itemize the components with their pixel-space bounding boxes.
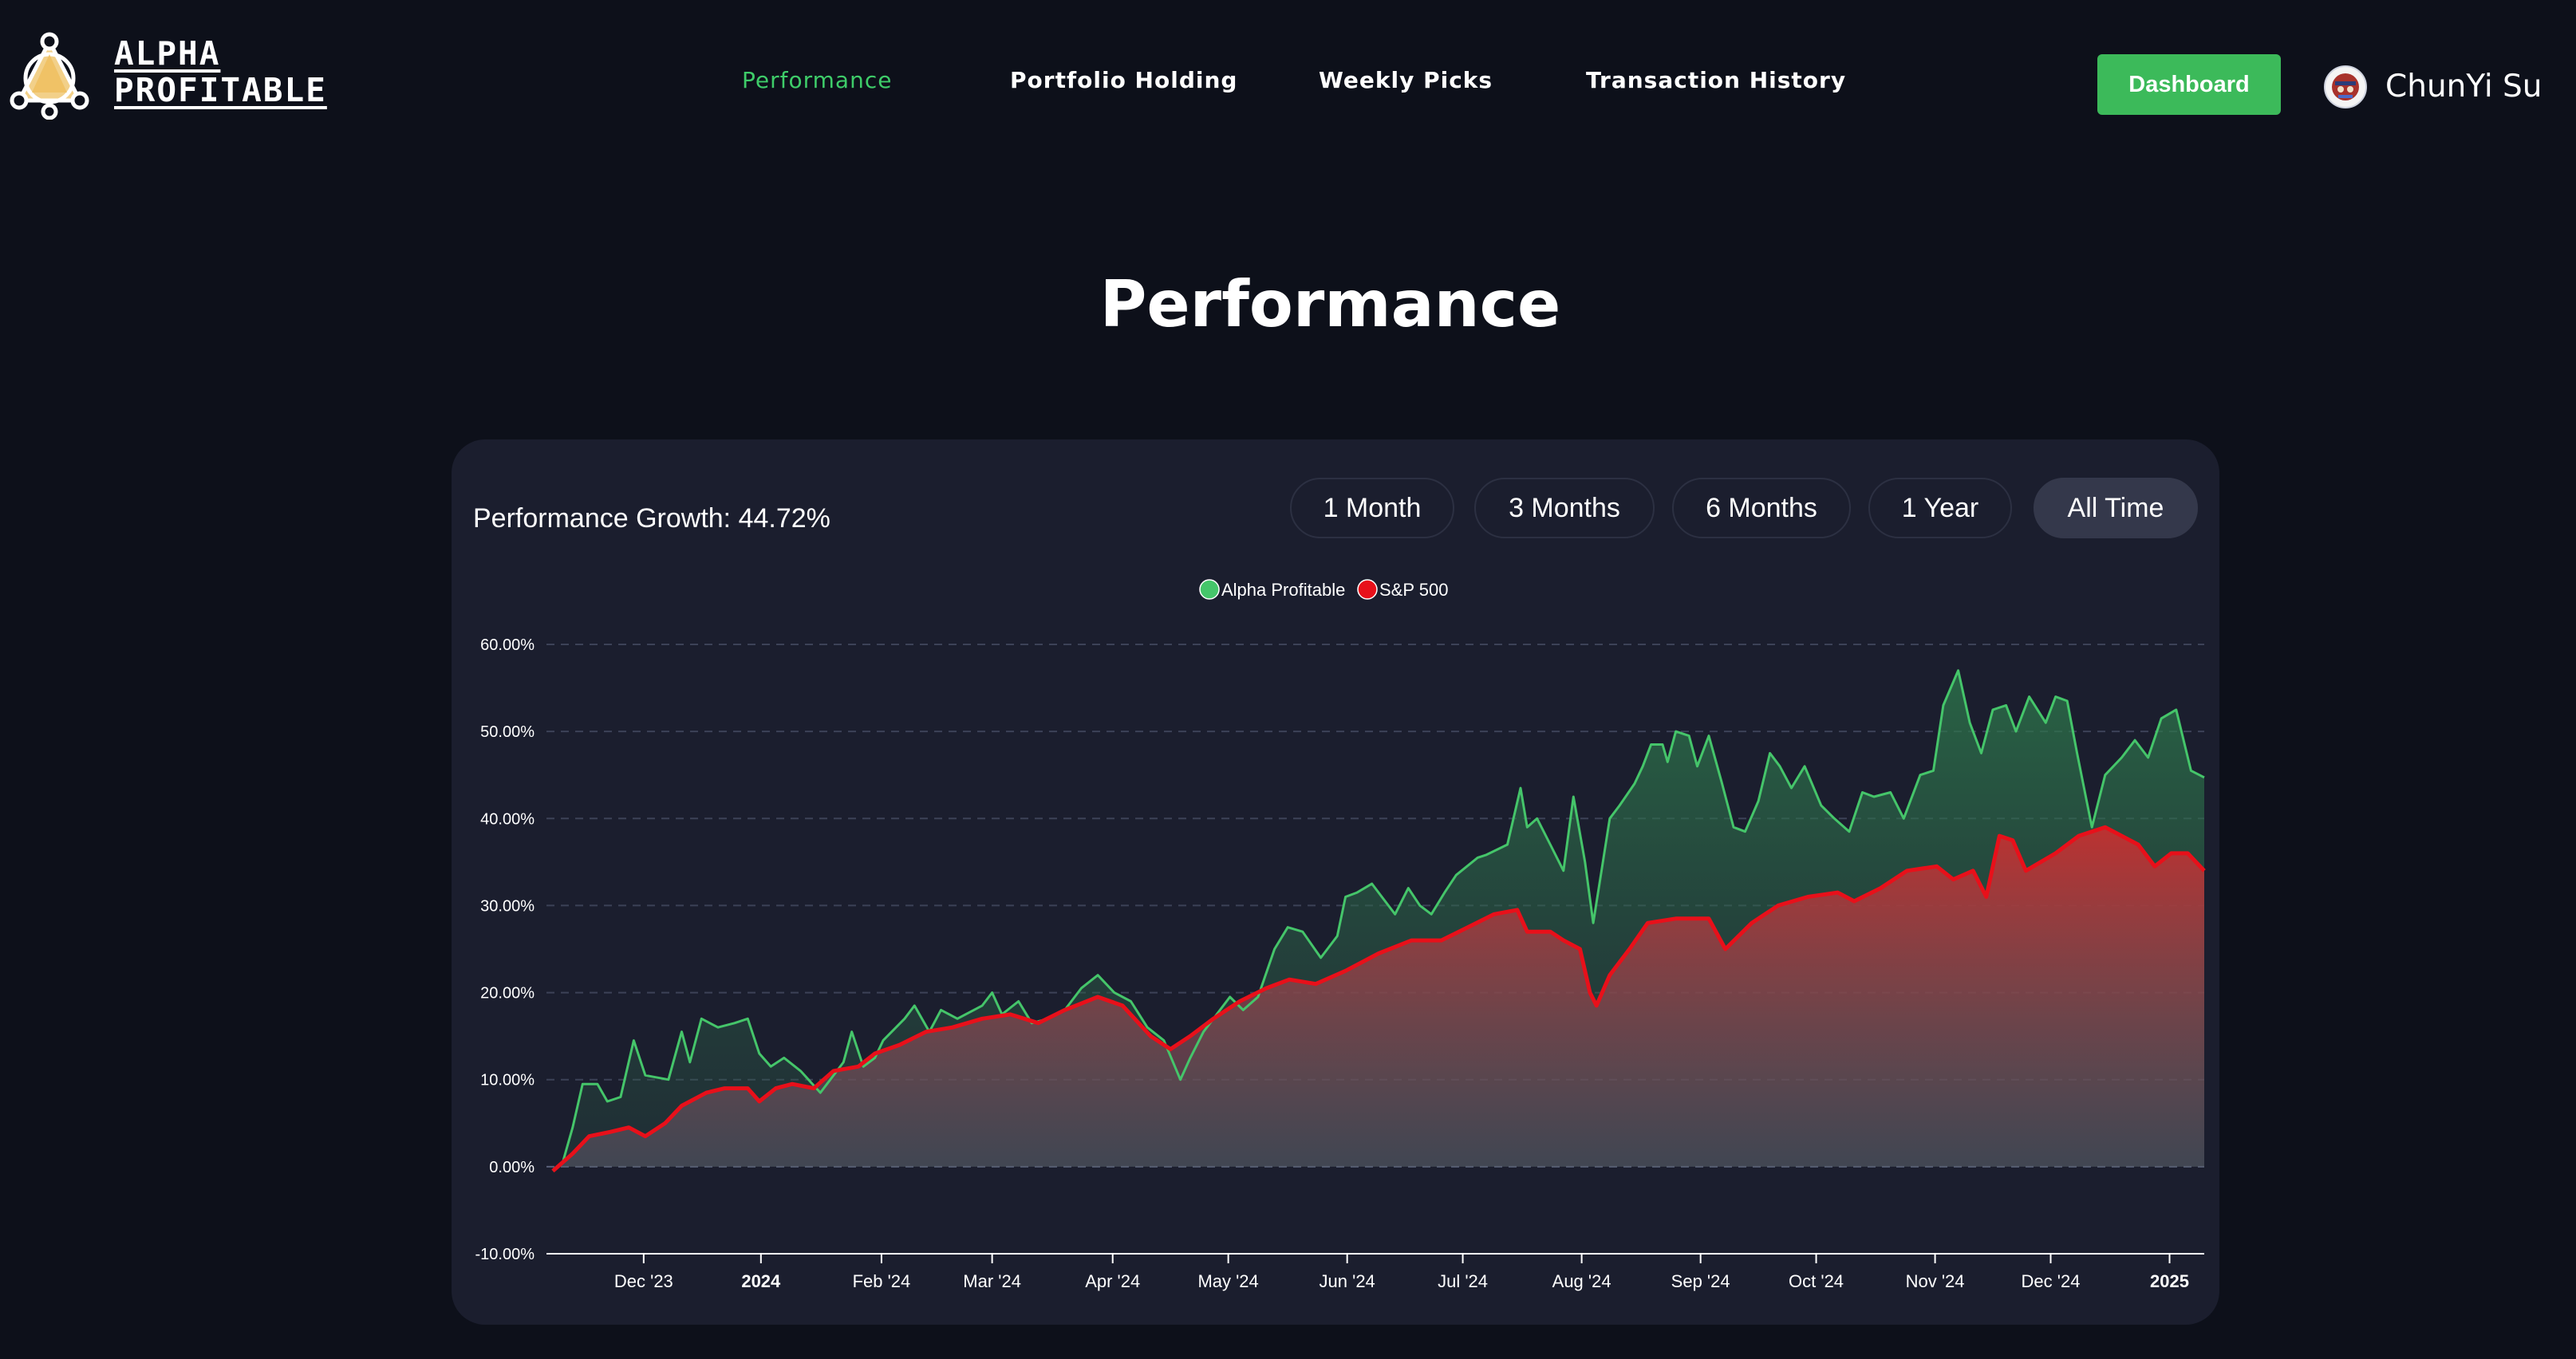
y-tick-label: 60.00% (480, 636, 535, 654)
legend-item[interactable]: S&P 500 (1357, 579, 1448, 600)
x-tick-label: Nov '24 (1906, 1271, 1965, 1291)
performance-card: Performance Growth: 44.72% 1 Month 3 Mon… (452, 439, 2219, 1325)
x-tick-label: Jun '24 (1320, 1271, 1375, 1291)
y-axis: 60.00% 50.00% 40.00% 30.00% 20.00% 10.00% 0.00… (475, 636, 535, 1263)
x-tick-label: May '24 (1197, 1271, 1258, 1291)
x-tick-label: Apr '24 (1085, 1271, 1140, 1291)
legend-swatch (1357, 579, 1378, 600)
brand-name[interactable]: ALPHA PROFITABLE (114, 35, 327, 108)
y-tick-label: 20.00% (480, 985, 535, 1003)
range-3-months-button[interactable]: 3 Months (1474, 478, 1655, 538)
navbar: ALPHA PROFITABLE Performance Portfolio H… (0, 0, 2576, 167)
nav-link-transaction-history[interactable]: Transaction History (1586, 67, 1847, 93)
page-title: Performance (1099, 267, 1561, 341)
range-1-month-button[interactable]: 1 Month (1290, 478, 1454, 538)
y-tick-label: 50.00% (480, 723, 535, 741)
avatar[interactable] (2324, 65, 2367, 108)
nav-link-portfolio-holding[interactable]: Portfolio Holding (1010, 67, 1238, 93)
x-tick-label: Oct '24 (1789, 1271, 1844, 1291)
performance-chart: Alpha Profitable S&P 500 60.00% 50.00% 40.0… (475, 579, 2206, 1291)
x-tick-label: Dec '24 (2022, 1271, 2081, 1291)
performance-growth-label: Performance Growth: 44.72% (473, 503, 830, 534)
y-tick-label: -10.00% (475, 1246, 535, 1263)
x-tick-label: Feb '24 (853, 1271, 911, 1291)
range-6-months-button[interactable]: 6 Months (1672, 478, 1851, 538)
chart-areas (553, 670, 2204, 1172)
legend-item[interactable]: Alpha Profitable (1199, 579, 1345, 600)
range-1-year-button[interactable]: 1 Year (1868, 478, 2012, 538)
dashboard-button[interactable]: Dashboard (2097, 54, 2281, 115)
y-tick-label: 30.00% (480, 897, 535, 915)
nav-link-performance[interactable]: Performance (742, 67, 893, 93)
x-tick-label: Aug '24 (1552, 1271, 1611, 1291)
brand-line-1: ALPHA (114, 34, 221, 73)
alpha-profitable-line[interactable] (552, 669, 2205, 1172)
x-tick-label: 2025 (2150, 1271, 2189, 1291)
x-tick-label: Sep '24 (1671, 1271, 1730, 1291)
chart-legend: Alpha Profitable S&P 500 (1199, 579, 1448, 600)
y-tick-label: 0.00% (489, 1159, 535, 1176)
user-name[interactable]: ChunYi Su (2385, 69, 2542, 104)
chart-lines (551, 669, 2206, 1173)
y-tick-label: 40.00% (480, 810, 535, 828)
brand-logo-icon[interactable] (8, 30, 91, 120)
range-all-time-button[interactable]: All Time (2034, 478, 2198, 538)
x-tick-label: Mar '24 (963, 1271, 1021, 1291)
legend-swatch (1199, 579, 1220, 600)
sp500-line[interactable] (551, 825, 2206, 1173)
brand-line-2: PROFITABLE (114, 71, 327, 109)
legend-label: S&P 500 (1379, 580, 1448, 600)
sp500-area (553, 827, 2204, 1172)
x-axis: Dec '23 2024 Feb '24 Mar '24 Apr '24 May '24 J… (614, 1254, 2189, 1291)
x-tick-label: 2024 (741, 1271, 781, 1291)
nav-link-weekly-picks[interactable]: Weekly Picks (1319, 67, 1493, 93)
legend-label: Alpha Profitable (1221, 580, 1345, 600)
x-tick-label: Dec '23 (614, 1271, 673, 1291)
y-tick-label: 10.00% (480, 1072, 535, 1089)
x-tick-label: Jul '24 (1438, 1271, 1488, 1291)
